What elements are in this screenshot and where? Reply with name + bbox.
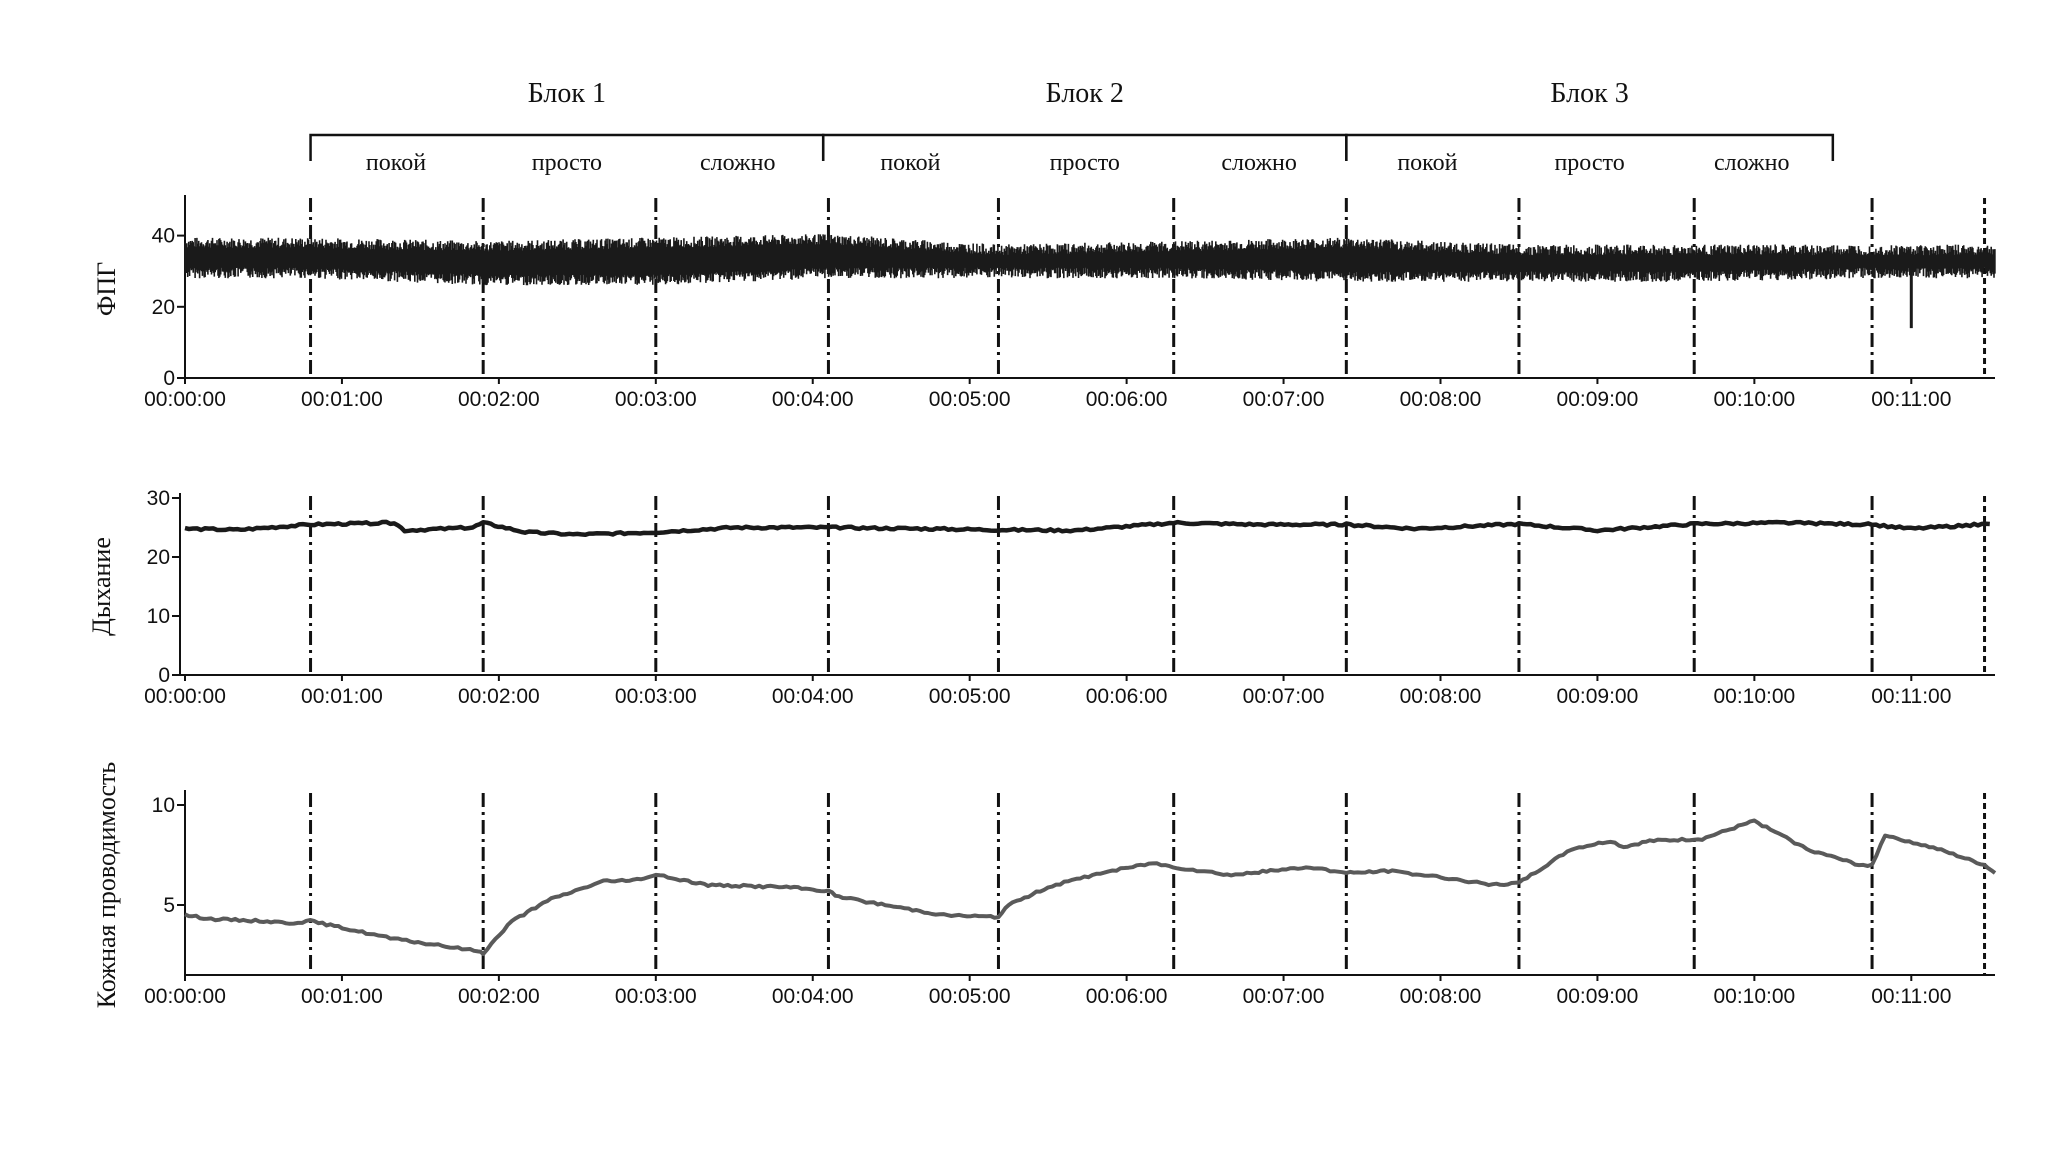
x-tick-label: 00:08:00	[1400, 685, 1482, 708]
respiration-line	[184, 519, 1990, 538]
x-tick-label: 00:10:00	[1713, 685, 1795, 708]
y-tick-label: 20	[147, 546, 170, 569]
x-tick-label: 00:01:00	[301, 685, 383, 708]
y-axis-label: Дыхание	[87, 537, 116, 636]
x-tick-label: 00:07:00	[1243, 388, 1325, 411]
phase-label: просто	[532, 150, 602, 176]
skin-conductance-line	[184, 818, 1997, 956]
x-tick-label: 00:00:00	[144, 985, 226, 1008]
x-tick-label: 00:06:00	[1086, 388, 1168, 411]
y-tick-label: 20	[152, 296, 175, 319]
ppg-panel: ФПГ 0 20 40 00:00:00 00:01:00 00:02:00 00:03:00…	[92, 195, 1996, 411]
x-tick-label: 00:11:00	[1871, 685, 1951, 708]
block-title: Блок 2	[1046, 78, 1124, 109]
x-tick-label: 00:04:00	[772, 685, 854, 708]
block-title: Блок 3	[1550, 78, 1628, 109]
x-tick-label: 00:05:00	[929, 985, 1011, 1008]
y-tick-label: 0	[158, 664, 170, 687]
y-axis-label: Кожная проводимость	[92, 762, 121, 1009]
phase-label: сложно	[700, 150, 775, 176]
respiration-panel: Дыхание 0 10 20 30 00:00:00 00:01:00 00:02:00 00…	[87, 487, 1995, 708]
x-tick-label: 00:11:00	[1871, 985, 1951, 1008]
block-bracket	[1345, 133, 1835, 161]
x-tick-label: 00:02:00	[458, 985, 540, 1008]
phase-label: покой	[366, 150, 426, 176]
x-tick-label: 00:01:00	[301, 388, 383, 411]
x-tick-label: 00:05:00	[929, 388, 1011, 411]
x-tick-label: 00:06:00	[1086, 685, 1168, 708]
phase-label: просто	[1554, 150, 1624, 176]
x-tick-label: 00:10:00	[1713, 388, 1795, 411]
y-tick-label: 10	[147, 605, 170, 628]
y-tick-label: 0	[163, 367, 175, 390]
y-tick-label: 30	[147, 487, 170, 510]
x-tick-label: 00:05:00	[929, 685, 1011, 708]
block-2: Блок 2 покой просто сложно	[821, 78, 1348, 176]
x-tick-label: 00:07:00	[1243, 685, 1325, 708]
x-tick-label: 00:06:00	[1086, 985, 1168, 1008]
phase-label: сложно	[1714, 150, 1789, 176]
x-tick-label: 00:07:00	[1243, 985, 1325, 1008]
x-tick-label: 00:02:00	[458, 388, 540, 411]
skin-conductance-panel: Кожная проводимость 5 10 00:00:00 00:01:00 00…	[92, 762, 1997, 1009]
x-tick-label: 00:03:00	[615, 985, 697, 1008]
x-tick-label: 00:02:00	[458, 685, 540, 708]
x-tick-label: 00:09:00	[1557, 388, 1639, 411]
phase-label: сложно	[1221, 150, 1296, 176]
y-axis-label: ФПГ	[92, 262, 121, 316]
x-tick-label: 00:03:00	[615, 388, 697, 411]
x-tick-label: 00:11:00	[1871, 388, 1951, 411]
block-3: Блок 3 покой просто сложно	[1345, 78, 1835, 176]
x-tick-label: 00:08:00	[1400, 388, 1482, 411]
block-annotations: Блок 1 покой просто сложно Блок 2 покой просто…	[309, 78, 1835, 176]
y-tick-label: 5	[163, 894, 175, 917]
x-tick-label: 00:09:00	[1557, 685, 1639, 708]
x-tick-label: 00:10:00	[1713, 985, 1795, 1008]
x-tick-label: 00:00:00	[144, 388, 226, 411]
phase-label: покой	[880, 150, 940, 176]
x-tick-label: 00:04:00	[772, 388, 854, 411]
x-tick-label: 00:04:00	[772, 985, 854, 1008]
y-tick-label: 40	[152, 225, 175, 248]
x-tick-label: 00:09:00	[1557, 985, 1639, 1008]
phase-label: просто	[1050, 150, 1120, 176]
y-tick-label: 10	[152, 794, 175, 817]
ppg-signal	[184, 234, 1996, 286]
phase-label: покой	[1397, 150, 1457, 176]
block-1: Блок 1 покой просто сложно	[309, 78, 825, 176]
block-title: Блок 1	[528, 78, 606, 109]
x-tick-label: 00:08:00	[1400, 985, 1482, 1008]
x-tick-label: 00:03:00	[615, 685, 697, 708]
x-tick-label: 00:01:00	[301, 985, 383, 1008]
x-tick-label: 00:00:00	[144, 685, 226, 708]
